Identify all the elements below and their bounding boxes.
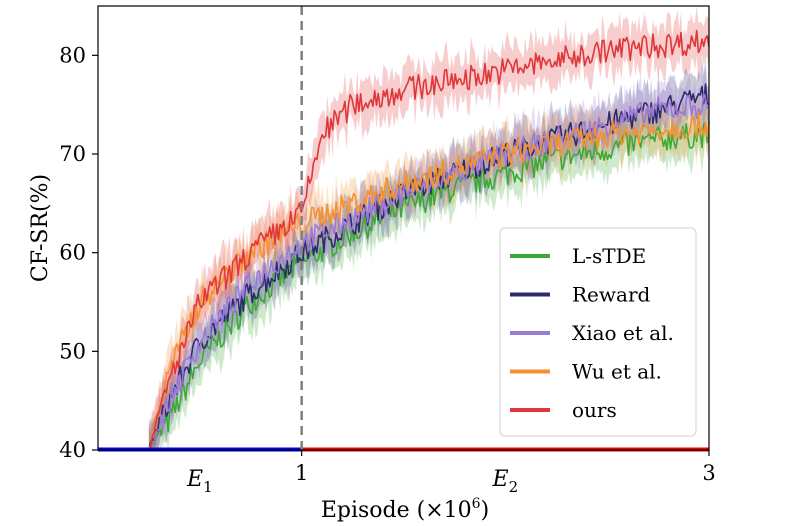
phase-e2-label: E2 — [492, 467, 519, 496]
x-axis-label: Episode (×106) — [321, 496, 489, 523]
y-tick-label: 70 — [59, 142, 86, 166]
y-tick-label: 40 — [59, 438, 86, 462]
plot-frame — [97, 5, 710, 451]
x-tick-label: 1 — [295, 461, 308, 485]
y-tick-label: 80 — [59, 43, 86, 67]
legend-label-xiao-et-al: Xiao et al. — [572, 321, 674, 345]
legend-label-reward: Reward — [572, 283, 650, 307]
y-tick-label: 60 — [59, 241, 86, 265]
legend-label-ours: ours — [572, 398, 617, 422]
legend-label-wu-et-al: Wu et al. — [572, 360, 662, 384]
series-lines — [148, 29, 710, 451]
series-reward — [148, 83, 710, 451]
series-wu-et-al — [148, 111, 710, 449]
legend: L-sTDE Reward Xiao et al. Wu et al. ours — [499, 227, 697, 437]
series-ours — [148, 29, 710, 451]
y-axis: 40 50 60 70 80 — [59, 43, 98, 462]
band-l-stde — [148, 97, 709, 451]
x-tick-label: 3 — [702, 461, 715, 485]
y-axis-label: CF-SR(%) — [28, 174, 53, 282]
series-xiao-et-al — [148, 93, 710, 451]
legend-label-l-stde: L-sTDE — [572, 244, 646, 268]
phase-labels: E1 E2 — [186, 467, 518, 496]
band-xiao-et-al — [148, 65, 709, 451]
legend-box — [499, 227, 697, 437]
y-tick-label: 50 — [59, 339, 86, 363]
phase-e1-label: E1 — [186, 467, 213, 496]
